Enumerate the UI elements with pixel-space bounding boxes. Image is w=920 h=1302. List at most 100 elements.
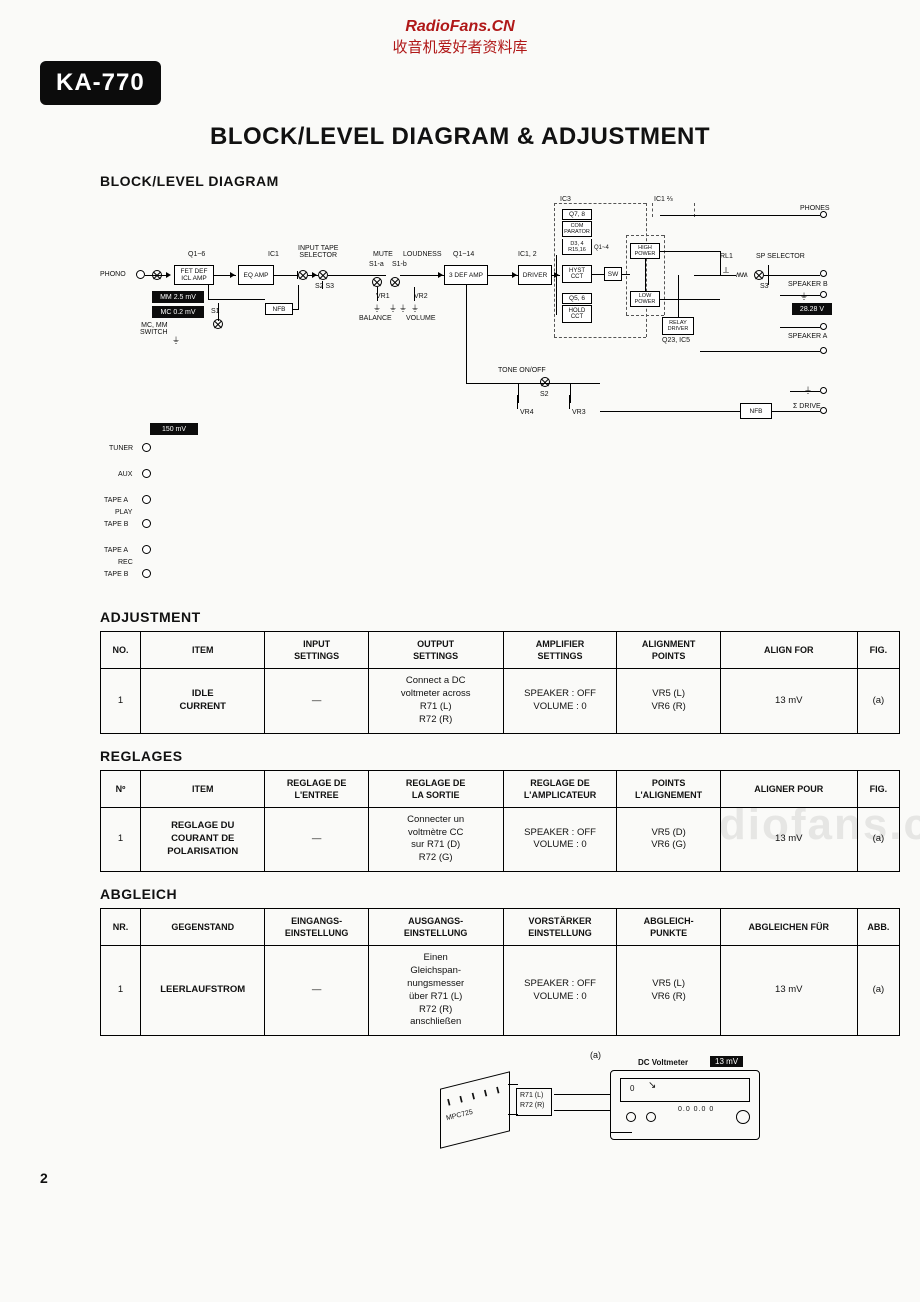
meter-screen: [620, 1078, 750, 1102]
lbl-ic1b: IC1 ⅔: [654, 196, 673, 203]
lbl-s3b: S3: [760, 283, 769, 290]
th-for: ABGLEICHEN FÜR: [720, 909, 857, 946]
cell-points: VR5 (D) VR6 (G): [617, 807, 720, 871]
lbl-mute: MUTE: [373, 251, 393, 258]
box-nfb2: NFB: [740, 403, 772, 419]
watermark-header: RadioFans.CN 收音机爱好者资料库: [40, 18, 880, 57]
node-icon: [213, 319, 223, 329]
lbl-s2b: S2: [540, 391, 549, 398]
lbl-vr4: VR4: [520, 409, 534, 416]
lbl-balance: BALANCE: [359, 315, 392, 322]
th-input: INPUT SETTINGS: [265, 632, 368, 669]
lbl-spsel: SP SELECTOR: [756, 253, 805, 260]
th-amp: AMPLIFIER SETTINGS: [503, 632, 617, 669]
th-input: REGLAGE DE L'ENTREE: [265, 770, 368, 807]
lbl-mcmm: MC, MM SWITCH: [140, 322, 168, 336]
box-sw: SW: [604, 267, 622, 281]
box-nfb: NFB: [265, 303, 293, 315]
box-3def: 3 DEF AMP: [444, 265, 488, 285]
box-eq: EQ AMP: [238, 265, 274, 285]
th-fig: ABB.: [857, 909, 899, 946]
lbl-aux: AUX: [118, 471, 132, 478]
th-item: GEGENSTAND: [141, 909, 265, 946]
box-hold: HOLD CCT: [562, 305, 592, 323]
box-d34: D3, 4 R15,16: [562, 239, 592, 255]
th-output: OUTPUT SETTINGS: [368, 632, 503, 669]
lbl-spa: SPEAKER A: [788, 333, 827, 340]
th-item: ITEM: [141, 632, 265, 669]
lbl-q23: Q23, IC5: [662, 337, 690, 344]
node-icon: [754, 270, 764, 280]
arrow-icon: [512, 272, 517, 278]
fig-r71: R71 (L): [520, 1092, 543, 1099]
lbl-spb: SPEAKER B: [788, 281, 828, 288]
lbl-volume: VOLUME: [406, 315, 436, 322]
terminal-icon: [820, 347, 827, 354]
terminal-icon: [820, 407, 827, 414]
cell-points: VR5 (L) VR6 (R): [617, 669, 720, 733]
ground-icon: ⏚: [411, 303, 419, 314]
lbl-tapea-1: TAPE A: [104, 497, 128, 504]
th-no: NO.: [101, 632, 141, 669]
cell-for: 13 mV: [720, 807, 857, 871]
lbl-vr3: VR3: [572, 409, 586, 416]
section-block-title: BLOCK/LEVEL DIAGRAM: [100, 173, 880, 189]
th-for: ALIGN FOR: [720, 632, 857, 669]
lbl-vr2: VR2: [414, 293, 428, 300]
box-q78: Q7, 8: [562, 209, 592, 220]
lbl-tone: TONE ON/OFF: [498, 367, 546, 374]
pot-icon: [567, 395, 573, 409]
section-adjustment-title: ADJUSTMENT: [100, 609, 880, 625]
fig-digits: 0.0 0.0 0: [678, 1106, 714, 1113]
lbl-s1a: S1-a: [369, 261, 384, 268]
fig-val: 13 mV: [710, 1056, 743, 1067]
lbl-play: PLAY: [115, 509, 132, 516]
table-reglages: Nº ITEM REGLAGE DE L'ENTREE REGLAGE DE L…: [100, 770, 900, 873]
arrow-icon: [166, 272, 171, 278]
ground-icon: ⏚: [172, 335, 180, 346]
watermark-line1: RadioFans.CN: [40, 18, 880, 36]
th-points: ALIGNMENT POINTS: [617, 632, 720, 669]
lbl-ic1: IC1: [268, 251, 279, 258]
tape-jack-icon: [142, 569, 151, 578]
figure-a: (a) DC Voltmeter 13 mV MPC725 ╻╻╻╻╻ R71 …: [420, 1050, 880, 1170]
node-icon: [372, 277, 382, 287]
cell-item: REGLAGE DU COURANT DE POLARISATION: [141, 807, 265, 871]
th-fig: FIG.: [857, 632, 899, 669]
ground-icon: ⏚: [373, 303, 381, 314]
cell-input: —: [265, 946, 368, 1036]
th-no: Nº: [101, 770, 141, 807]
page-number: 2: [40, 1170, 48, 1186]
cell-fig: (a): [857, 946, 899, 1036]
table-abgleich: NR. GEGENSTAND EINGANGS- EINSTELLUNG AUS…: [100, 908, 900, 1036]
fig-tag: (a): [590, 1050, 601, 1060]
th-item: ITEM: [141, 770, 265, 807]
tuner-jack-icon: [142, 443, 151, 452]
table-adjustment: NO. ITEM INPUT SETTINGS OUTPUT SETTINGS …: [100, 631, 900, 734]
arrow-icon: [312, 272, 317, 278]
terminal-icon: [820, 387, 827, 394]
phono-jack-icon: [136, 270, 145, 279]
box-q56: Q5, 6: [562, 293, 592, 304]
lbl-s2s3: S2 S3: [315, 283, 334, 290]
terminal-icon: [820, 270, 827, 277]
fig-r72: R72 (R): [520, 1102, 545, 1109]
cell-amp: SPEAKER : OFF VOLUME : 0: [503, 946, 617, 1036]
cell-no: 1: [101, 807, 141, 871]
cell-for: 13 mV: [720, 669, 857, 733]
terminal-icon: [820, 323, 827, 330]
cell-for: 13 mV: [720, 946, 857, 1036]
fig-dc: DC Voltmeter: [638, 1058, 688, 1067]
ground-icon: ⏚: [800, 291, 808, 302]
th-amp: REGLAGE DE L'AMPLICATEUR: [503, 770, 617, 807]
tape-jack-icon: [142, 519, 151, 528]
th-points: ABGLEICH- PUNKTE: [617, 909, 720, 946]
table-row: 1 REGLAGE DU COURANT DE POLARISATION — C…: [101, 807, 900, 871]
box-mc: MC 0.2 mV: [152, 306, 204, 318]
box-2828v: 28.28 V: [792, 303, 832, 315]
lbl-phones: PHONES: [800, 205, 830, 212]
arrow-icon: [230, 272, 235, 278]
cell-no: 1: [101, 946, 141, 1036]
section-reglages-title: REGLAGES: [100, 748, 880, 764]
box-fet: FET DEF ICL AMP: [174, 265, 214, 285]
